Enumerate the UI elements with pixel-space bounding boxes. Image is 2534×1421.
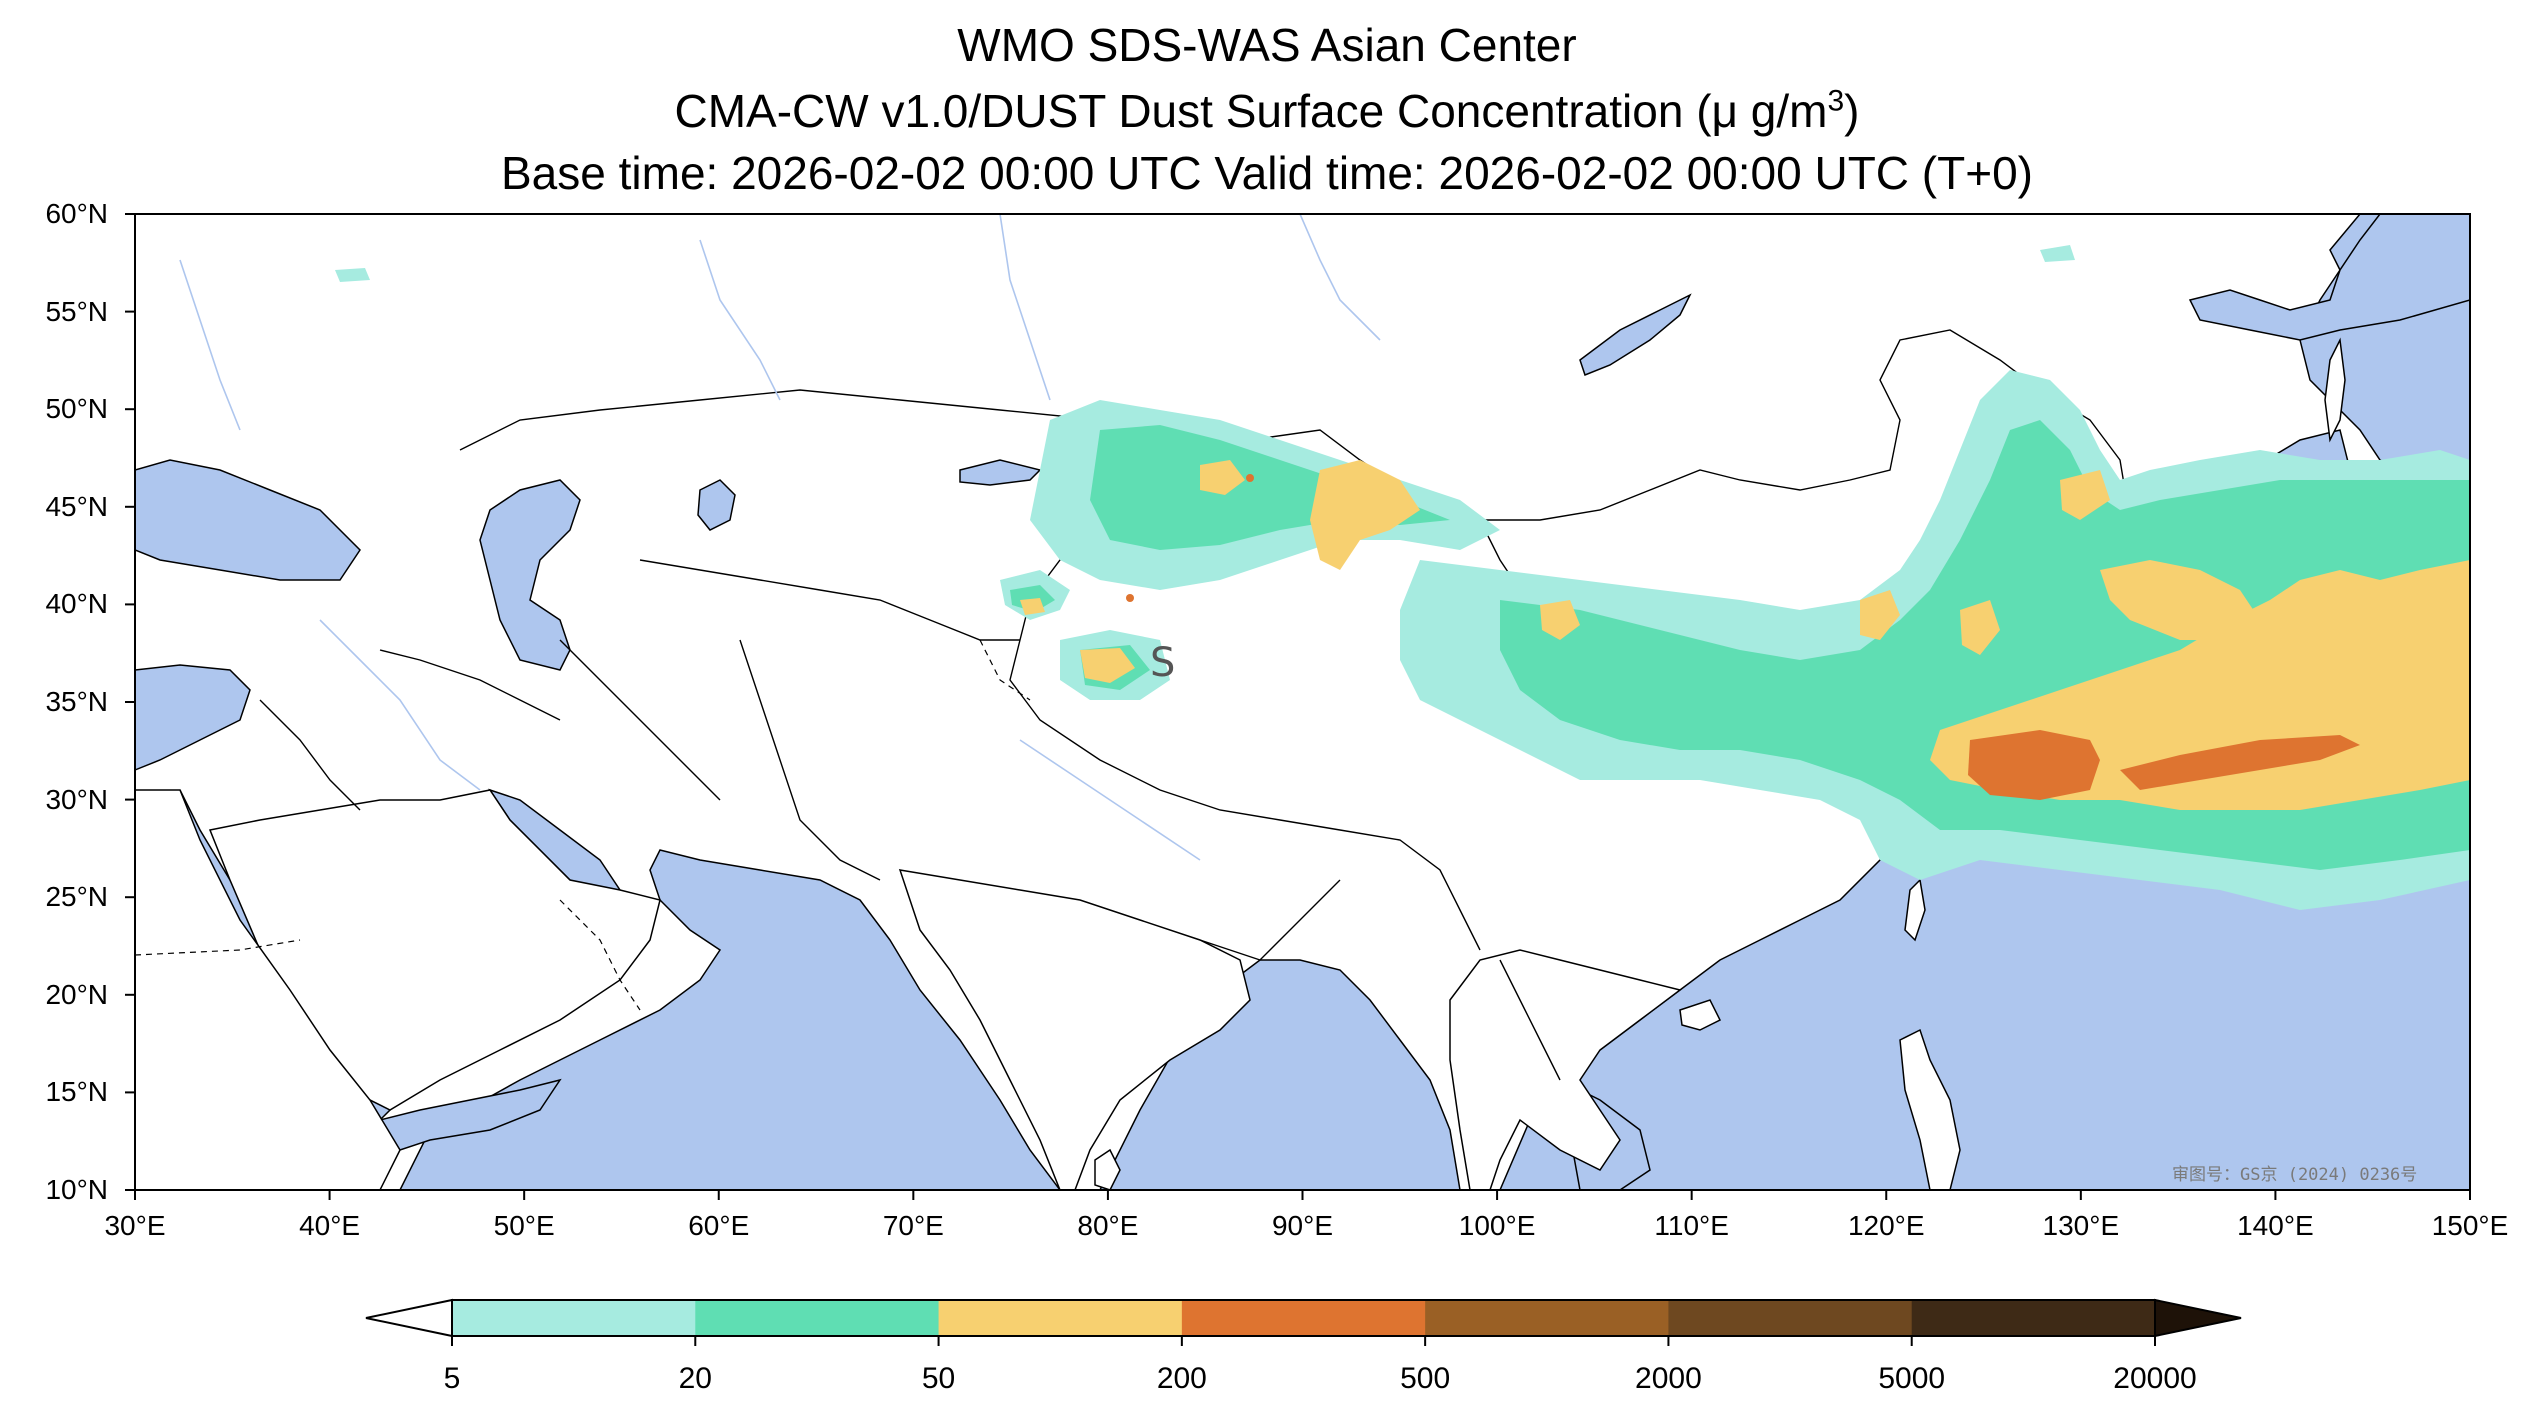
lon-tick-label: 150°E — [2431, 1210, 2509, 1241]
lon-tick-label: 120°E — [1847, 1210, 1925, 1241]
lat-tick-label: 25°N — [45, 881, 108, 913]
colorbar-under-triangle — [365, 1298, 453, 1338]
title-line-2: CMA-CW v1.0/DUST Dust Surface Concentrat… — [0, 84, 2534, 138]
lon-tick-label: 80°E — [1077, 1210, 1139, 1241]
dust-contours — [335, 245, 2470, 910]
colorbar-level-label: 50 — [921, 1362, 956, 1395]
axis-ticks — [125, 213, 2471, 1200]
lon-tick-label: 40°E — [299, 1210, 361, 1241]
title-line-2-suffix: ) — [1844, 85, 1860, 137]
lon-tick-label: 100°E — [1458, 1210, 1536, 1241]
colorbar-segment — [452, 1300, 696, 1336]
colorbar-level-label: 5 — [443, 1362, 461, 1395]
lon-tick-label: 30°E — [104, 1210, 166, 1241]
colorbar-level-label: 2000 — [1635, 1362, 1702, 1395]
colorbar-level-label: 200 — [1156, 1362, 1207, 1395]
lon-tick-label: 70°E — [882, 1210, 944, 1241]
lat-tick-label: 60°N — [45, 198, 108, 229]
colorbar-level-label: 5000 — [1878, 1362, 1946, 1395]
colorbar-level-label: 500 — [1400, 1362, 1451, 1395]
lat-tick-label: 40°N — [45, 588, 108, 620]
title-line-2-unit: μ g/m — [1711, 85, 1828, 137]
lat-tick-label: 10°N — [45, 1174, 108, 1205]
lon-tick-label: 140°E — [2237, 1210, 2314, 1241]
colorbar-over-triangle — [2154, 1298, 2242, 1338]
lat-tick-label: 35°N — [45, 686, 108, 717]
lon-tick-label: 90°E — [1271, 1210, 1334, 1241]
colorbar-segment — [938, 1300, 1183, 1336]
colorbar-segment — [1668, 1300, 1913, 1336]
title-line-3: Base time: 2026-02-02 00:00 UTC Valid ti… — [501, 147, 2033, 199]
colorbar-level-label: 20 — [678, 1362, 712, 1395]
title-line-2-sup: 3 — [1827, 84, 1845, 118]
lat-tick-label: 55°N — [45, 295, 108, 327]
title-line-2-prefix: CMA-CW v1.0/DUST Dust Surface Concentrat… — [674, 85, 1712, 137]
lat-tick-label: 30°N — [45, 783, 108, 815]
colorbar-frame — [451, 1299, 2156, 1337]
lat-tick-label: 20°N — [45, 978, 108, 1010]
lon-tick-label: 110°E — [1654, 1210, 1729, 1241]
lon-tick-label: 60°E — [688, 1210, 750, 1241]
map-approval-watermark: 审图号：GS京 (2024) 0236号 — [2172, 1165, 2418, 1185]
lat-tick-label: 50°N — [45, 393, 108, 425]
colorbar-segment — [1425, 1300, 1669, 1336]
colorbar-segment — [695, 1300, 940, 1336]
colorbar-segment — [1911, 1300, 2156, 1336]
disputed-borders — [135, 639, 1031, 1011]
lat-tick-label: 45°N — [45, 490, 108, 522]
lat-tick-label: 15°N — [45, 1076, 108, 1108]
colorbar — [365, 1298, 2242, 1346]
colorbar-segment — [1181, 1300, 1426, 1336]
lon-tick-label: 50°E — [493, 1210, 555, 1241]
lon-tick-label: 130°E — [2042, 1210, 2120, 1241]
colorbar-level-label: 20000 — [2113, 1362, 2197, 1395]
title-line-1: WMO SDS-WAS Asian Center — [957, 19, 1577, 71]
station-glyph: S — [1150, 640, 1175, 686]
